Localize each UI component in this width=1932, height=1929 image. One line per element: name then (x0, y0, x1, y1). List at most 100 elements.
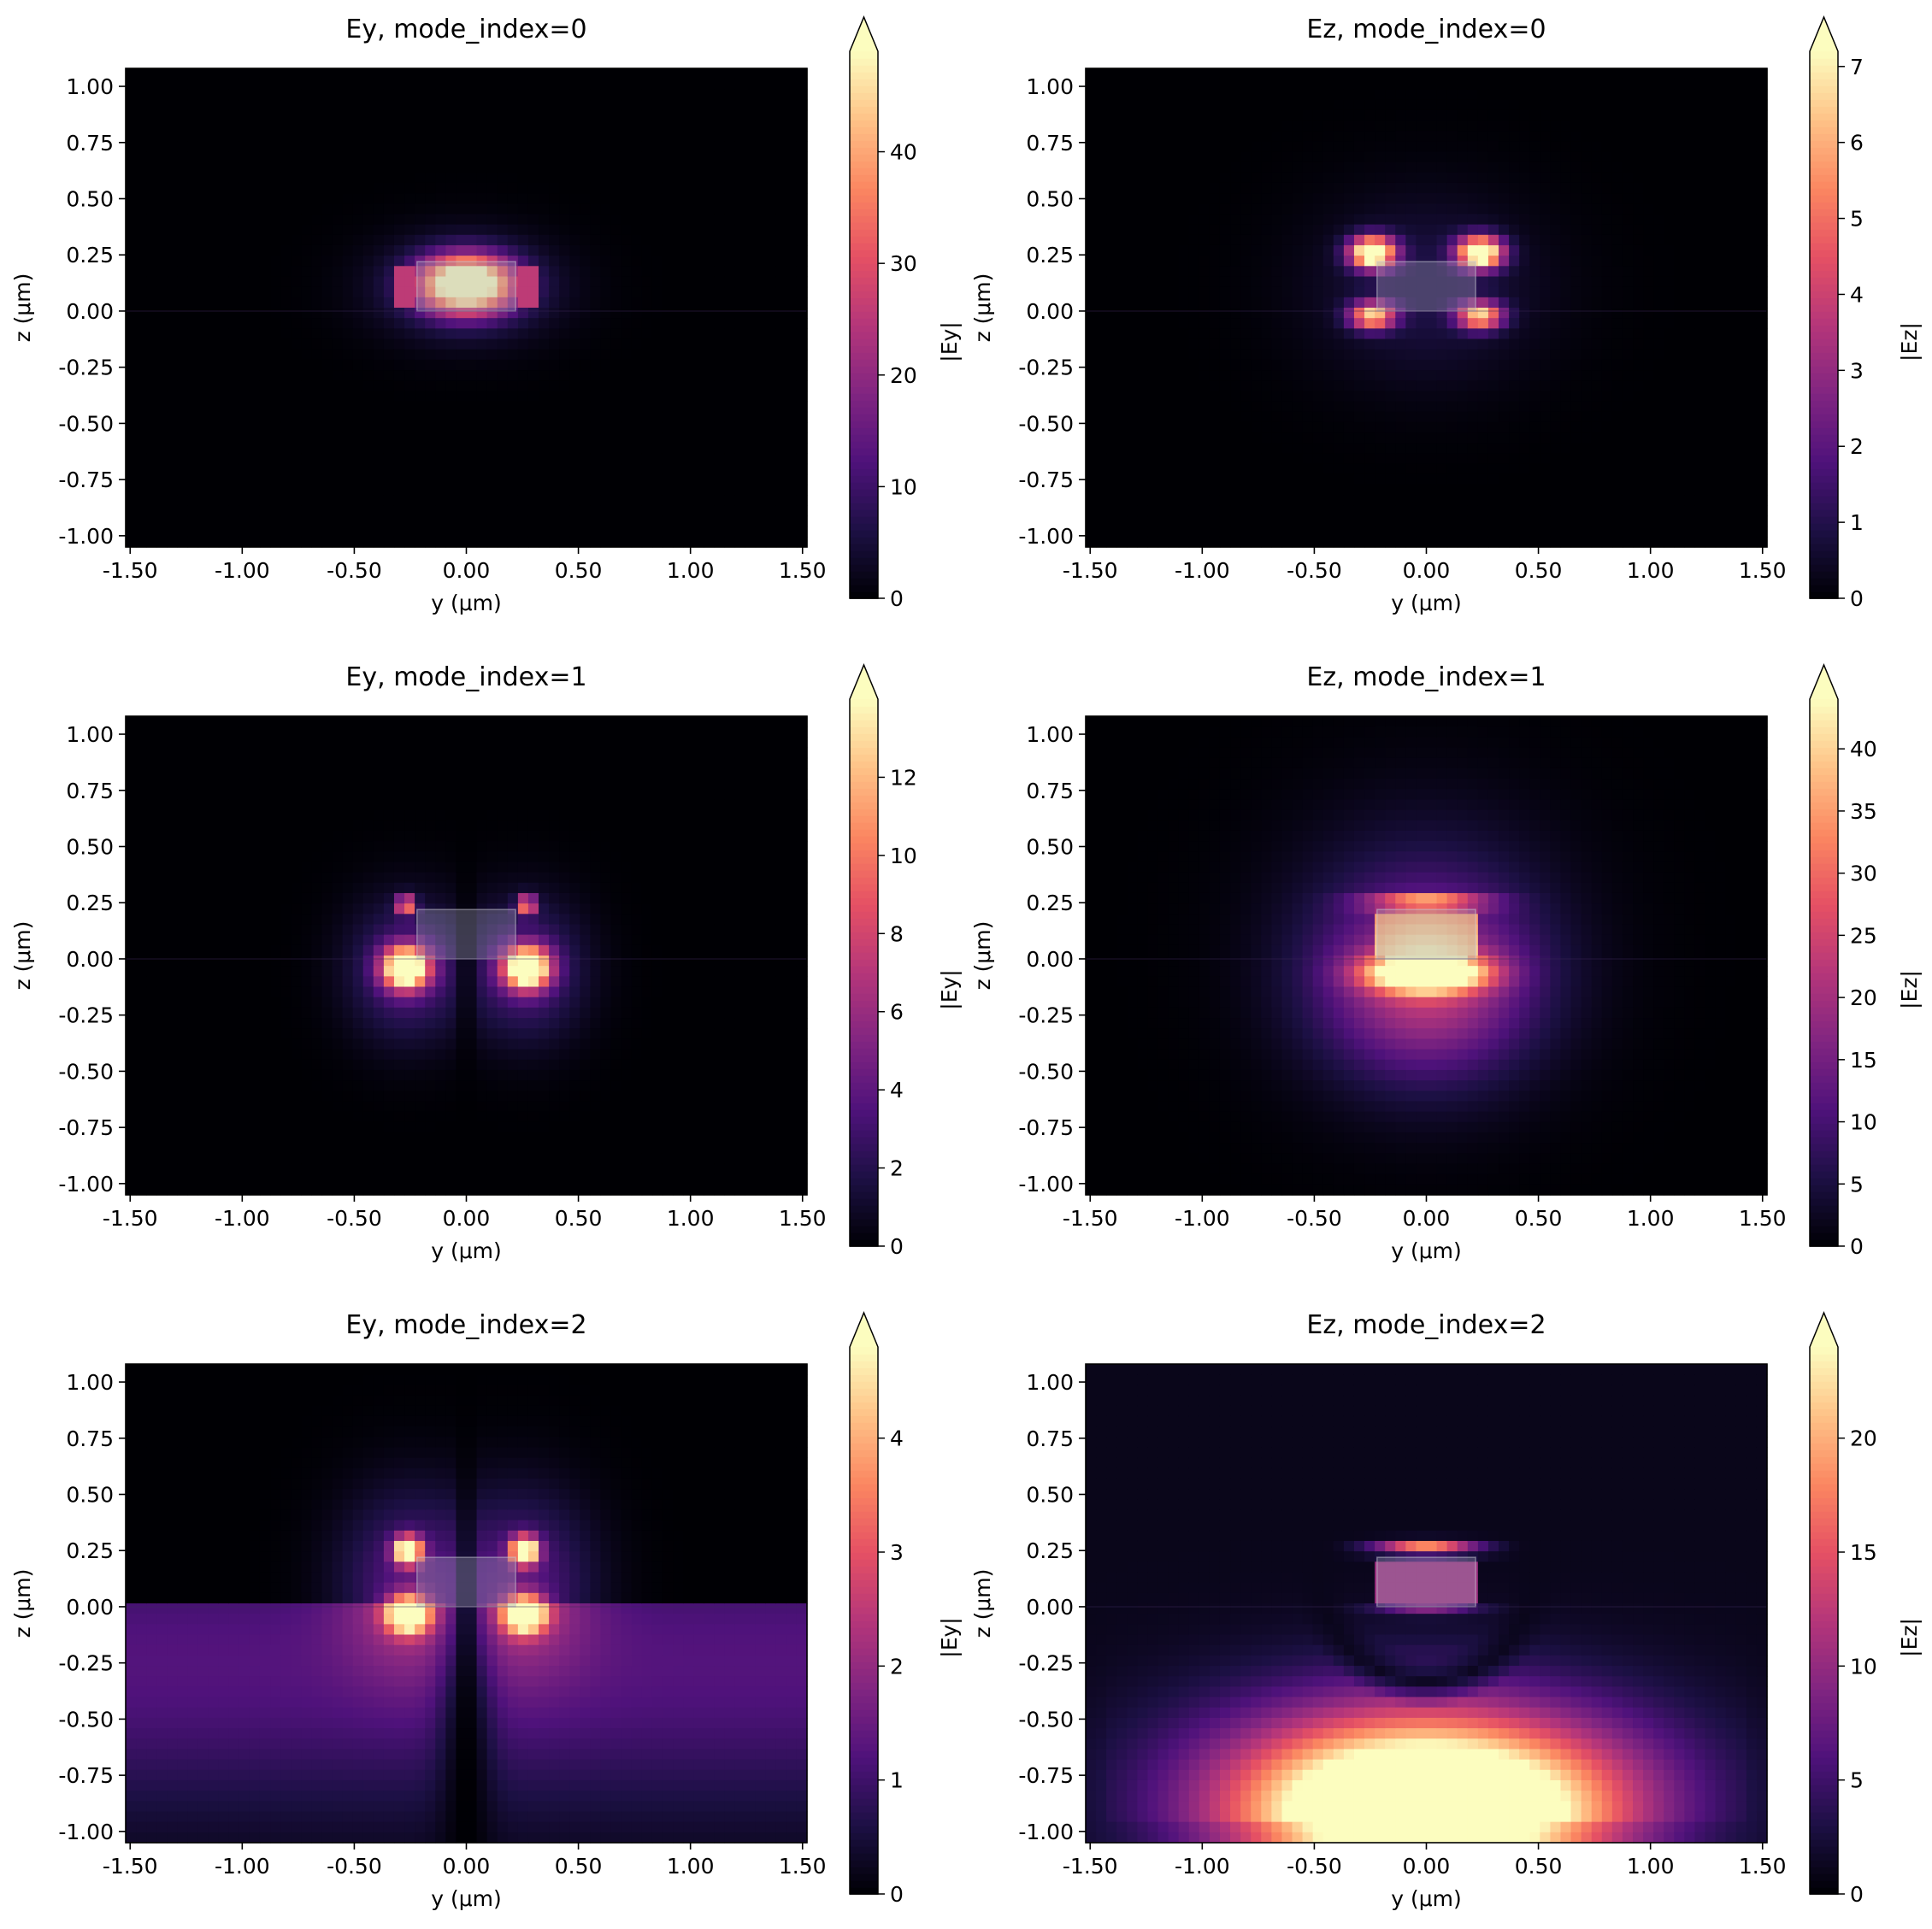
heatmap-cell (528, 350, 539, 361)
heatmap-cell (642, 214, 653, 225)
heatmap-cell (498, 402, 509, 413)
heatmap-cell (652, 162, 663, 173)
heatmap-cell (177, 537, 188, 548)
heatmap-cell (611, 526, 622, 538)
heatmap-cell (353, 391, 364, 402)
heatmap-cell (136, 276, 147, 287)
heatmap-cell (621, 245, 633, 256)
heatmap-cell (518, 380, 529, 391)
heatmap-cell (126, 339, 137, 350)
heatmap-cell (270, 380, 281, 391)
heatmap-cell (321, 79, 333, 90)
heatmap-cell (167, 453, 178, 464)
heatmap-cell (280, 432, 292, 444)
heatmap-cell (435, 235, 446, 246)
heatmap-cell (156, 235, 168, 246)
heatmap-cell (508, 173, 519, 184)
heatmap-cell (301, 203, 312, 215)
heatmap-cell (384, 318, 395, 329)
heatmap-cell (187, 339, 198, 350)
heatmap-cell (136, 464, 147, 475)
heatmap-cell (693, 308, 704, 319)
heatmap-cell (673, 131, 684, 142)
heatmap-cell (766, 328, 777, 339)
heatmap-cell (539, 203, 550, 215)
heatmap-cell (126, 380, 137, 391)
heatmap-cell (353, 266, 364, 277)
heatmap-cell (198, 173, 209, 184)
heatmap-cell (209, 505, 220, 516)
heatmap-cell (156, 308, 168, 319)
heatmap-cell (301, 225, 312, 236)
heatmap-cell (260, 350, 271, 361)
heatmap-cell (363, 214, 374, 225)
heatmap-cell (642, 287, 653, 298)
heatmap-cell (663, 318, 674, 329)
heatmap-cell (280, 100, 292, 111)
heatmap-cell (363, 515, 374, 526)
heatmap-cell (374, 495, 385, 506)
heatmap-cell (569, 214, 580, 225)
heatmap-cell (663, 131, 674, 142)
heatmap-cell (394, 173, 405, 184)
heatmap-cell (786, 162, 798, 173)
heatmap-cell (156, 328, 168, 339)
heatmap-cell (415, 225, 426, 236)
heatmap-cell (776, 318, 787, 329)
heatmap-cell (374, 515, 385, 526)
heatmap-cell (734, 515, 745, 526)
heatmap-cell (724, 360, 735, 371)
heatmap-cell (415, 68, 426, 79)
heatmap-cell (291, 110, 302, 121)
heatmap-cell (714, 308, 725, 319)
heatmap-cell (239, 89, 250, 100)
heatmap-cell (756, 515, 767, 526)
heatmap-cell (239, 110, 250, 121)
heatmap-cell (559, 89, 570, 100)
heatmap-cell (270, 485, 281, 496)
heatmap-cell (250, 350, 261, 361)
heatmap-cell (580, 318, 591, 329)
heatmap-cell (146, 370, 157, 381)
heatmap-cell (146, 412, 157, 423)
heatmap-cell (745, 443, 757, 454)
heatmap-cell (756, 89, 767, 100)
heatmap-cell (467, 131, 478, 142)
heatmap-cell (693, 141, 704, 152)
heatmap-cell (126, 151, 137, 162)
heatmap-cell (198, 328, 209, 339)
heatmap-cell (445, 235, 456, 246)
heatmap-cell (291, 505, 302, 516)
heatmap-cell (156, 151, 168, 162)
heatmap-cell (642, 350, 653, 361)
heatmap-cell (404, 68, 415, 79)
heatmap-cell (445, 121, 456, 132)
heatmap-cell (508, 214, 519, 225)
heatmap-cell (456, 141, 467, 152)
heatmap-cell (549, 89, 560, 100)
heatmap-cell (621, 328, 633, 339)
heatmap-cell (239, 432, 250, 444)
heatmap-cell (559, 308, 570, 319)
heatmap-cell (621, 339, 633, 350)
heatmap-cell (229, 100, 240, 111)
heatmap-cell (477, 360, 488, 371)
heatmap-cell (456, 162, 467, 173)
heatmap-cell (239, 79, 250, 90)
heatmap-cell (673, 328, 684, 339)
heatmap-cell (374, 214, 385, 225)
heatmap-cell (219, 360, 230, 371)
heatmap-cell (600, 474, 611, 485)
heatmap-cell (652, 68, 663, 79)
heatmap-cell (260, 402, 271, 413)
heatmap-cell (498, 68, 509, 79)
heatmap-cell (250, 89, 261, 100)
heatmap-cell (724, 162, 735, 173)
heatmap-cell (425, 422, 436, 433)
heatmap-cell (734, 287, 745, 298)
heatmap-cell (776, 402, 787, 413)
heatmap-cell (569, 151, 580, 162)
heatmap-cell (198, 89, 209, 100)
heatmap-cell (734, 505, 745, 516)
heatmap-cell (683, 537, 694, 548)
